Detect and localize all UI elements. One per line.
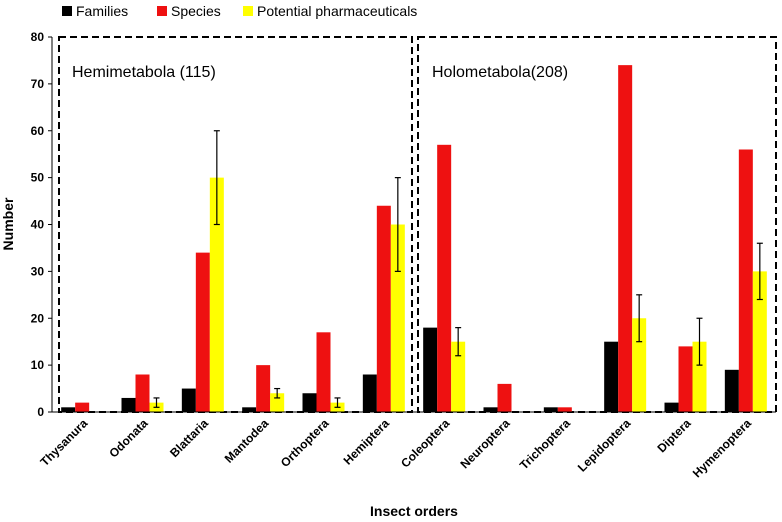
- bar-families-mantodea: [242, 407, 257, 412]
- bar-families-trichoptera: [543, 407, 558, 412]
- bar-species-blattaria: [195, 252, 210, 413]
- error-bar-potential-pharmaceuticals-lepidoptera: [636, 294, 643, 343]
- y-tick-label-50: 50: [31, 171, 45, 185]
- x-tick-label-odonata: Odonata: [106, 416, 151, 461]
- y-tick-label-70: 70: [31, 77, 45, 91]
- bar-potential-pharmaceuticals-mantodea: [270, 393, 285, 412]
- bar-species-hymenoptera: [738, 149, 753, 412]
- legend-label-species: Species: [171, 3, 221, 19]
- y-tick-label-30: 30: [31, 264, 45, 278]
- error-bar-potential-pharmaceuticals-diptera: [696, 317, 703, 366]
- x-axis-title: Insect orders: [370, 503, 458, 519]
- y-tick-label-0: 0: [37, 405, 44, 419]
- bar-potential-pharmaceuticals-lepidoptera: [632, 318, 647, 412]
- legend-swatch-pharmaceuticals: [243, 6, 253, 16]
- x-axis-ticks: Thysanura Odonata Blattaria Mantodea Orthopt…: [37, 416, 754, 480]
- bar-families-blattaria: [181, 388, 196, 412]
- bar-potential-pharmaceuticals-diptera: [692, 341, 707, 412]
- bar-species-neuroptera: [497, 383, 512, 413]
- error-bars: [153, 130, 763, 408]
- legend-swatch-families: [62, 6, 72, 16]
- bar-potential-pharmaceuticals-coleoptera: [451, 341, 466, 412]
- y-tick-label-60: 60: [31, 124, 45, 138]
- y-tick-label-80: 80: [31, 30, 45, 44]
- error-bar-potential-pharmaceuticals-hymenoptera: [756, 242, 763, 301]
- group-box-hemimetabola: [58, 36, 413, 413]
- group-box-holometabola: [417, 36, 777, 413]
- bar-families-thysanura: [61, 407, 76, 412]
- bar-species-thysanura: [75, 402, 90, 413]
- bar-potential-pharmaceuticals-blattaria: [209, 177, 224, 413]
- x-tick-label-lepidoptera: Lepidoptera: [575, 416, 634, 475]
- x-tick-label-trichoptera: Trichoptera: [517, 416, 573, 472]
- error-bar-potential-pharmaceuticals-odonata: [153, 397, 160, 408]
- y-tick-label-40: 40: [31, 218, 45, 232]
- group-label-hemimetabola: Hemimetabola (115): [72, 64, 216, 81]
- error-bar-potential-pharmaceuticals-mantodea: [274, 387, 281, 399]
- legend-label-families: Families: [76, 3, 128, 19]
- bar-families-odonata: [121, 397, 136, 412]
- bar-species-coleoptera: [437, 144, 452, 412]
- bar-potential-pharmaceuticals-hemiptera: [390, 224, 405, 412]
- legend-label-pharmaceuticals: Potential pharmaceuticals: [257, 3, 417, 19]
- group-label-holometabola: Holometabola(208): [432, 64, 568, 81]
- x-tick-label-mantodea: Mantodea: [222, 416, 272, 466]
- bar-species-trichoptera: [557, 407, 572, 412]
- bar-species-lepidoptera: [618, 65, 633, 413]
- bar-species-mantodea: [256, 365, 271, 413]
- error-bar-potential-pharmaceuticals-orthoptera: [334, 397, 341, 408]
- bar-species-diptera: [678, 346, 693, 413]
- bar-families-hemiptera: [362, 374, 377, 412]
- y-axis-title: Number: [0, 197, 16, 250]
- bar-species-hemiptera: [376, 205, 391, 412]
- bar-species-odonata: [135, 374, 150, 412]
- x-tick-label-hemiptera: Hemiptera: [341, 416, 393, 468]
- bar-families-hymenoptera: [724, 369, 739, 412]
- legend-swatch-species: [157, 6, 167, 16]
- error-bar-potential-pharmaceuticals-hemiptera: [394, 177, 401, 272]
- x-tick-label-orthoptera: Orthoptera: [278, 416, 332, 470]
- error-bar-potential-pharmaceuticals-blattaria: [213, 130, 220, 226]
- y-tick-label-10: 10: [31, 358, 45, 372]
- y-axis-ticks: 0 10 20 30 40 50 60 70 80: [31, 30, 52, 419]
- x-tick-label-coleoptera: Coleoptera: [398, 416, 452, 470]
- bar-families-diptera: [664, 402, 679, 413]
- error-bar-potential-pharmaceuticals-coleoptera: [455, 327, 462, 357]
- y-tick-label-20: 20: [31, 311, 45, 325]
- bar-families-orthoptera: [302, 393, 317, 412]
- bars: [61, 65, 767, 413]
- x-tick-label-neuroptera: Neuroptera: [457, 416, 512, 471]
- x-tick-label-hymenoptera: Hymenoptera: [690, 416, 754, 480]
- bar-species-orthoptera: [316, 332, 331, 412]
- x-tick-label-blattaria: Blattaria: [167, 416, 211, 460]
- x-tick-label-thysanura: Thysanura: [37, 416, 90, 469]
- bar-families-neuroptera: [483, 407, 498, 412]
- x-tick-label-diptera: Diptera: [654, 416, 693, 455]
- legend: Families Species Potential pharmaceutica…: [62, 3, 417, 19]
- bar-families-lepidoptera: [604, 341, 619, 412]
- bar-potential-pharmaceuticals-hymenoptera: [752, 271, 767, 413]
- bar-families-coleoptera: [423, 327, 438, 413]
